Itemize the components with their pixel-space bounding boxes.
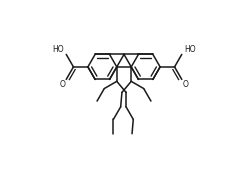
Text: O: O: [182, 80, 188, 89]
Text: HO: HO: [52, 45, 64, 54]
Text: HO: HO: [184, 45, 196, 54]
Text: O: O: [60, 80, 66, 89]
